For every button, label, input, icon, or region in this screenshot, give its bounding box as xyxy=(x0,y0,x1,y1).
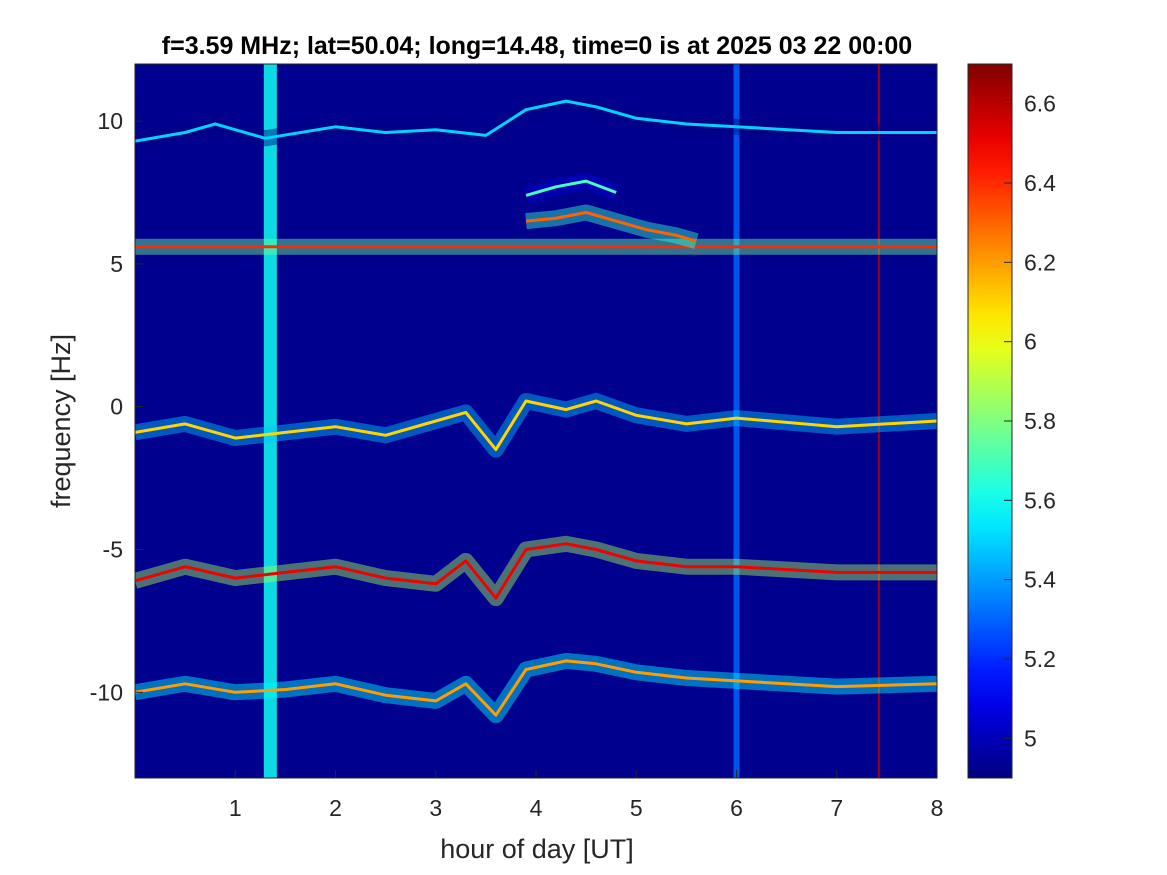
colorbar-tick-label: 6.2 xyxy=(1024,249,1056,275)
x-tick-label: 1 xyxy=(229,795,242,821)
trace-line-6 xyxy=(135,659,937,717)
colorbar-tick-label: 6.4 xyxy=(1024,170,1056,196)
x-tick-label: 7 xyxy=(830,795,843,821)
trace-line-4 xyxy=(135,399,937,452)
colorbar-tick-label: 5.4 xyxy=(1024,567,1056,593)
colorbar-tick-label: 5.6 xyxy=(1024,487,1056,513)
colorbar-tick-label: 5.2 xyxy=(1024,646,1056,672)
vertical-band-1 xyxy=(733,64,740,778)
plot-area xyxy=(134,63,938,779)
y-tick-label: 5 xyxy=(110,251,123,277)
y-tick-label: -10 xyxy=(90,679,123,705)
x-tick-label: 6 xyxy=(730,795,743,821)
colorbar-tick-label: 6 xyxy=(1024,329,1037,355)
colorbar-tick-label: 5.8 xyxy=(1024,408,1056,434)
trace-line-2 xyxy=(525,211,697,243)
x-axis-ticks: 1 2 3 4 5 6 7 8 xyxy=(229,770,944,821)
colorbar-tick-label: 5 xyxy=(1024,725,1037,751)
colorbar-tick-label: 6.6 xyxy=(1024,91,1056,117)
colorbar-ticks: 6.6 6.4 6.2 6 5.8 5.6 5.4 5.2 5 xyxy=(1004,91,1056,751)
y-tick-label: 0 xyxy=(110,394,123,420)
x-tick-label: 5 xyxy=(630,795,643,821)
y-axis-ticks: 10 5 0 -5 -10 xyxy=(90,108,143,705)
vertical-band-2 xyxy=(877,64,880,778)
x-tick-label: 4 xyxy=(530,795,543,821)
x-axis-label: hour of day [UT] xyxy=(440,834,634,864)
x-tick-label: 2 xyxy=(329,795,342,821)
y-tick-label: -5 xyxy=(103,537,123,563)
y-tick-label: 10 xyxy=(97,108,123,134)
vertical-band-0 xyxy=(263,64,277,778)
trace-line-0 xyxy=(135,99,937,143)
trace-line-5 xyxy=(135,542,937,600)
x-tick-label: 8 xyxy=(931,795,944,821)
trace-line-3 xyxy=(525,179,617,197)
y-axis-label: frequency [Hz] xyxy=(46,334,76,508)
x-tick-label: 3 xyxy=(429,795,442,821)
colorbar: 6.6 6.4 6.2 6 5.8 5.6 5.4 5.2 5 xyxy=(967,63,1056,779)
chart-title: f=3.59 MHz; lat=50.04; long=14.48, time=… xyxy=(162,32,912,60)
